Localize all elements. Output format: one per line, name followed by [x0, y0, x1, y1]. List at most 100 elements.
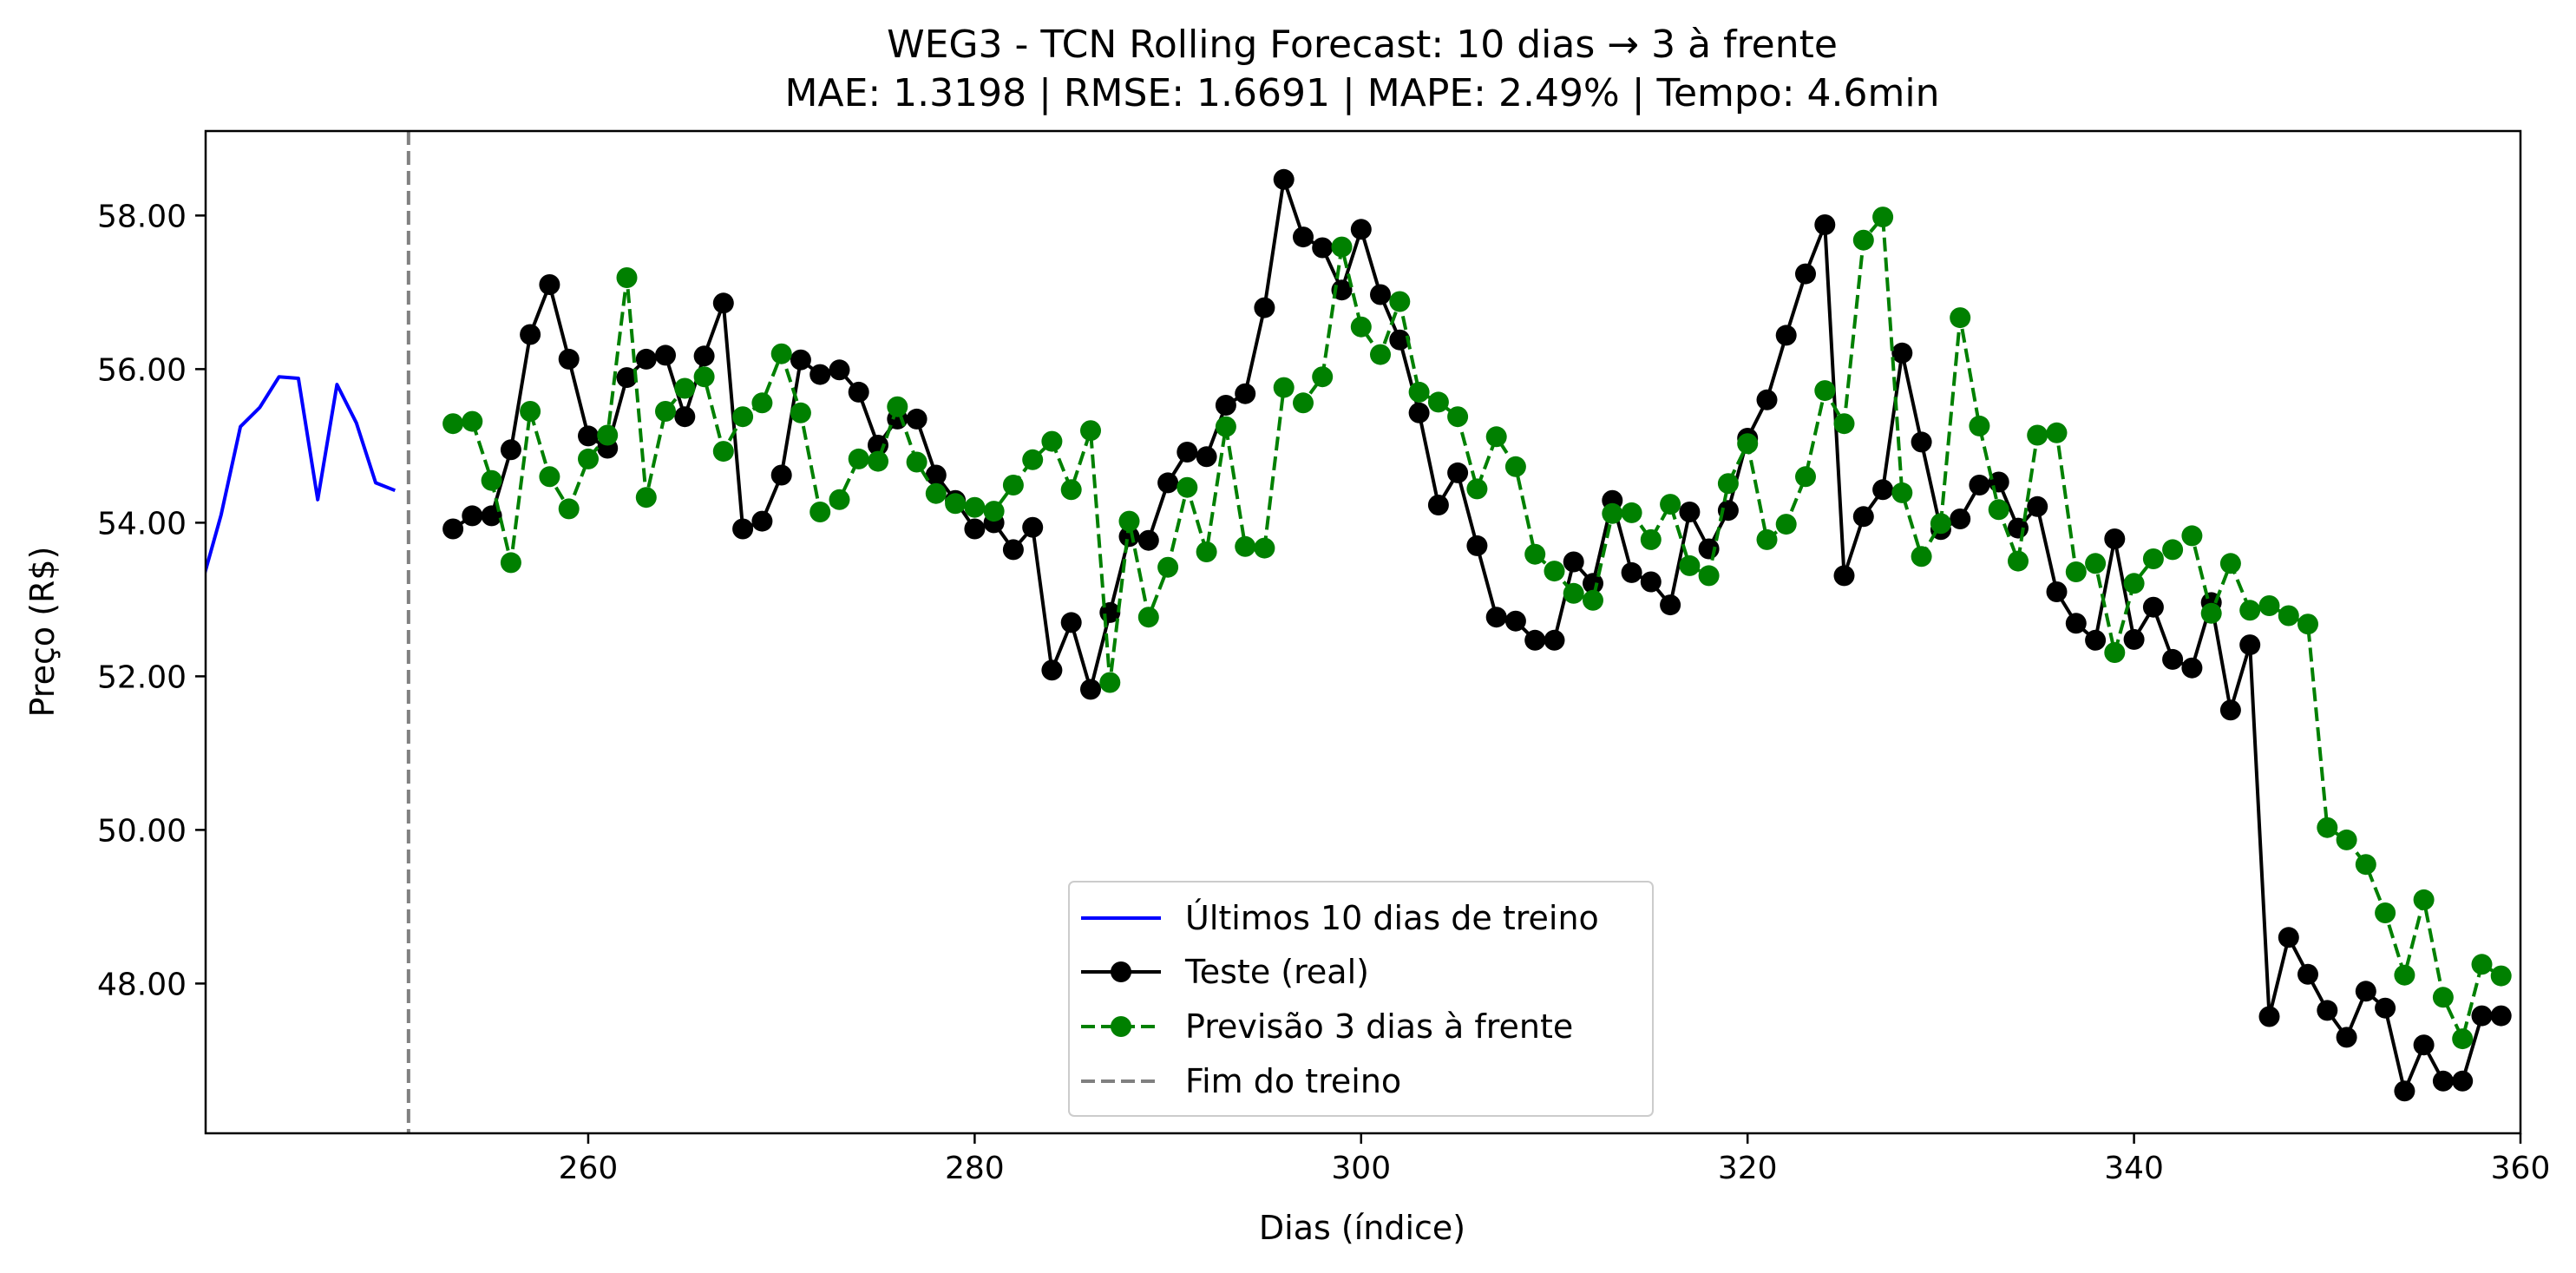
point-forecast [2336, 829, 2357, 850]
point-forecast [635, 487, 657, 509]
point-forecast [1602, 502, 1623, 524]
y-axis-label: Preço (R$) [23, 547, 62, 718]
point-test [2104, 528, 2126, 549]
point-forecast [442, 413, 464, 435]
legend-marker-test [1111, 961, 1131, 982]
point-test [2162, 648, 2184, 670]
legend-box [1068, 881, 1654, 1117]
point-test [2046, 581, 2068, 602]
point-test [2085, 629, 2107, 651]
point-test [442, 518, 464, 540]
point-test [2375, 997, 2396, 1019]
point-test [539, 274, 560, 295]
point-test [1852, 506, 1874, 528]
x-tick-label: 360 [2491, 1151, 2551, 1186]
point-test [1969, 475, 1990, 495]
point-test [1331, 279, 1353, 301]
point-forecast [1814, 380, 1836, 402]
point-test [2142, 596, 2164, 618]
point-test [578, 425, 599, 447]
point-test [1427, 495, 1449, 515]
point-forecast [578, 448, 599, 469]
legend-label-test: Teste (real) [1184, 953, 1369, 991]
point-test [1273, 168, 1295, 190]
point-forecast [1196, 541, 1217, 562]
point-forecast [2027, 424, 2048, 446]
point-forecast [1969, 415, 1990, 436]
point-test [2027, 495, 2048, 517]
point-forecast [925, 482, 947, 504]
point-test [1370, 284, 1391, 305]
series-line-train [206, 375, 397, 577]
point-test [1679, 502, 1701, 522]
point-forecast [481, 469, 502, 491]
x-tick-label: 260 [559, 1151, 619, 1186]
point-test [829, 359, 850, 381]
point-test [712, 292, 734, 314]
point-test [1833, 565, 1855, 587]
point-forecast [1872, 207, 1894, 228]
point-forecast [1988, 499, 2009, 521]
point-forecast [2278, 605, 2299, 627]
point-forecast [520, 401, 541, 422]
plot-frame [204, 129, 2522, 1135]
point-forecast [597, 424, 619, 446]
point-test [1157, 472, 1179, 494]
point-forecast [2239, 600, 2261, 621]
x-tick-label: 340 [2104, 1151, 2164, 1186]
point-test [1215, 395, 1236, 416]
point-forecast [1466, 478, 1488, 500]
point-forecast [2317, 817, 2338, 838]
point-test [1196, 446, 1217, 468]
legend-marker-forecast [1111, 1016, 1131, 1037]
point-forecast [693, 366, 715, 388]
point-test [1447, 462, 1469, 483]
point-forecast [2490, 965, 2512, 987]
point-forecast [2085, 553, 2107, 574]
point-test [2317, 1000, 2338, 1021]
point-forecast [2123, 573, 2145, 594]
chart-title: WEG3 - TCN Rolling Forecast: 10 dias → 3… [887, 23, 1838, 67]
point-forecast [1235, 535, 1256, 557]
point-forecast [1331, 236, 1353, 258]
point-forecast [810, 502, 831, 522]
point-forecast [1775, 514, 1797, 535]
point-forecast [1118, 510, 1140, 532]
point-forecast [1350, 316, 1372, 338]
point-forecast [1717, 473, 1739, 495]
point-test [2239, 634, 2261, 656]
y-tick-label: 54.00 [97, 506, 187, 541]
point-test [1060, 612, 1082, 633]
y-tick-label: 56.00 [97, 352, 187, 388]
point-forecast [1795, 466, 1816, 488]
point-forecast [1485, 426, 1507, 448]
point-forecast [712, 441, 734, 463]
point-test [1660, 594, 1681, 616]
point-test [1911, 431, 1932, 453]
axis-ticks: 260 280 300 320 340 360 48.00 50.00 52.00 54.00 56… [97, 199, 2550, 1186]
point-forecast [1911, 546, 1932, 568]
point-forecast [848, 448, 869, 469]
point-test [2413, 1034, 2435, 1056]
point-test [693, 345, 715, 367]
point-test [520, 324, 541, 345]
point-forecast [983, 501, 1005, 522]
point-forecast [964, 496, 986, 518]
point-forecast [655, 401, 676, 422]
point-forecast [732, 406, 754, 428]
point-test [964, 518, 986, 540]
point-test [462, 505, 483, 527]
point-forecast [2008, 550, 2029, 572]
point-forecast [1679, 554, 1701, 576]
y-tick-label: 50.00 [97, 813, 187, 849]
point-forecast [887, 396, 908, 417]
point-forecast [1563, 582, 1584, 604]
point-forecast [1852, 229, 1874, 251]
point-forecast [945, 493, 967, 515]
point-test [2490, 1005, 2512, 1027]
point-forecast [1930, 513, 1951, 535]
point-test [1583, 573, 1603, 594]
point-forecast [1273, 377, 1295, 398]
legend-label-forecast: Previsão 3 dias à frente [1185, 1007, 1573, 1046]
point-test [925, 464, 947, 486]
